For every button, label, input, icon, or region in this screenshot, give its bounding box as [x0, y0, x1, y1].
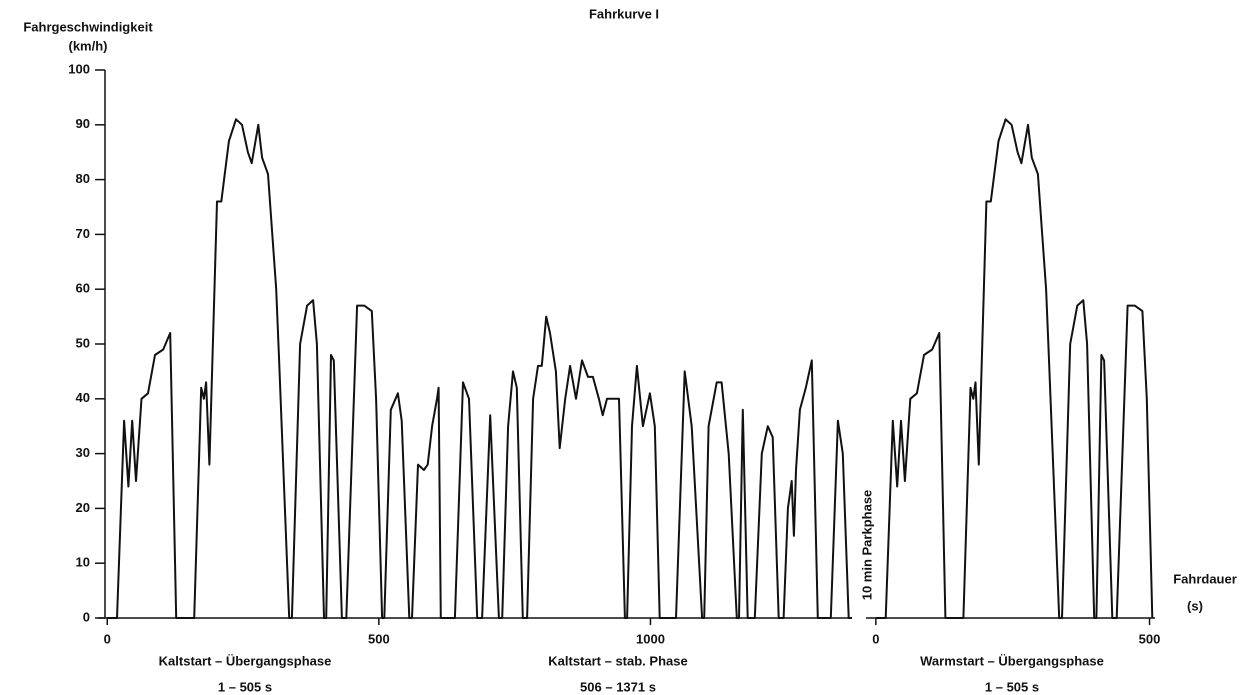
phase-range: 1 – 505 s: [218, 679, 272, 694]
x-tick-label: 0: [872, 631, 879, 646]
annotation: 10 min Parkphase: [859, 490, 874, 601]
y-tick-label: 70: [76, 226, 90, 241]
y-tick-label: 50: [76, 335, 90, 350]
chart-title: Fahrkurve I: [589, 6, 659, 21]
x-tick-label: 500: [368, 631, 390, 646]
y-tick-label: 60: [76, 281, 90, 296]
y-tick-label: 0: [83, 609, 90, 624]
y-axis-unit: (km/h): [69, 38, 108, 53]
x-axis-unit: (s): [1187, 598, 1203, 613]
x-tick-label: 0: [104, 631, 111, 646]
phase-name: Kaltstart – stab. Phase: [548, 653, 687, 668]
y-tick-label: 80: [76, 171, 90, 186]
y-tick-label: 10: [76, 555, 90, 570]
x-tick-label: 1000: [636, 631, 665, 646]
phase-range: 1 – 505 s: [985, 679, 1039, 694]
phase-name: Warmstart – Übergangsphase: [920, 653, 1104, 668]
speed-line: [107, 118, 852, 619]
x-axis-label: Fahrdauer: [1173, 571, 1237, 586]
y-tick-label: 30: [76, 445, 90, 460]
y-tick-label: 100: [68, 61, 90, 76]
speed-line: [875, 118, 1154, 619]
phase-name: Kaltstart – Übergangsphase: [159, 653, 332, 668]
y-tick-label: 90: [76, 116, 90, 131]
y-tick-label: 20: [76, 500, 90, 515]
y-tick-label: 40: [76, 390, 90, 405]
phase-range: 506 – 1371 s: [580, 679, 656, 694]
y-axis-label: Fahrgeschwindigkeit: [23, 19, 153, 34]
x-tick-label: 500: [1139, 631, 1161, 646]
